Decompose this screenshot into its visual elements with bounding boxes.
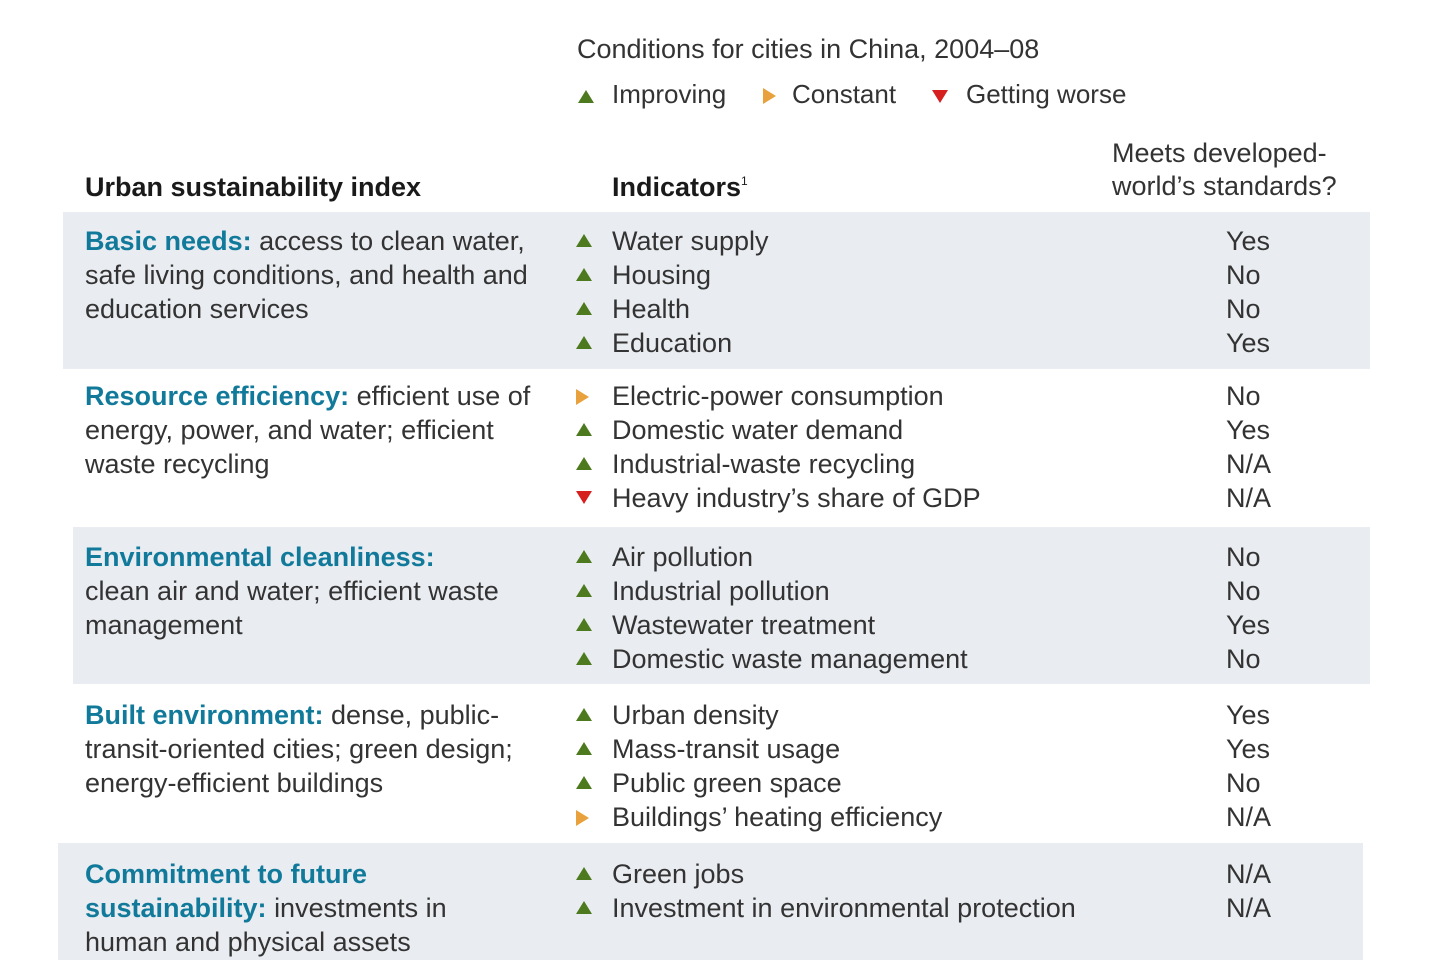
right-triangle-icon <box>576 389 589 405</box>
category-description: clean air and water; efficient waste man… <box>85 576 499 640</box>
column-header-indicators-label: Indicators <box>612 172 742 202</box>
meets-standard-value: No <box>1226 644 1261 674</box>
legend-getting-worse: Getting worse <box>932 79 1126 110</box>
indicator-label: Heavy industry’s share of GDP <box>612 483 981 513</box>
indicator-label: Industrial-waste recycling <box>612 449 916 479</box>
category-title: Environmental cleanliness: <box>85 542 435 572</box>
meets-standard-value: No <box>1226 576 1261 606</box>
indicator-label: Housing <box>612 260 712 290</box>
down-triangle-icon <box>576 491 592 504</box>
meets-standard-value: N/A <box>1226 802 1272 832</box>
indicator-label: Health <box>612 294 691 324</box>
meets-standard-value: No <box>1226 260 1261 290</box>
up-triangle-icon <box>576 776 592 789</box>
indicator-label: Air pollution <box>612 542 754 572</box>
meets-standard-value: N/A <box>1226 449 1272 479</box>
down-triangle-icon <box>932 89 948 103</box>
category-title: Basic needs: <box>85 226 252 256</box>
indicator-label: Water supply <box>612 226 769 256</box>
category-built-environment: Built environment: dense, public-transit… <box>85 698 555 800</box>
up-triangle-icon <box>576 708 592 721</box>
indicator-label: Education <box>612 328 733 358</box>
indicator-label: Domestic water demand <box>612 415 904 445</box>
footnote-marker: 1 <box>741 174 748 188</box>
category-title: Resource efficiency: <box>85 381 350 411</box>
meets-standard-value: Yes <box>1226 700 1271 730</box>
meets-standard-value: Yes <box>1226 415 1271 445</box>
right-triangle-icon <box>576 810 589 826</box>
indicator-label: Investment in environmental protection <box>612 893 1076 923</box>
category-description: access to clean water, safe living condi… <box>85 226 528 324</box>
up-triangle-icon <box>576 901 592 914</box>
legend-constant: Constant <box>763 79 896 110</box>
indicator-label: Electric-power consumption <box>612 381 944 411</box>
meets-standard-value: N/A <box>1226 483 1272 513</box>
meets-standard-value: Yes <box>1226 734 1271 764</box>
category-description: dense, public-transit-oriented cities; g… <box>85 700 513 798</box>
column-header-standards: Meets developed- world’s standards? <box>1112 137 1337 203</box>
indicator-label: Green jobs <box>612 859 745 889</box>
meets-standard-value: No <box>1226 768 1261 798</box>
right-triangle-icon <box>763 88 776 105</box>
legend-improving: Improving <box>578 79 726 110</box>
legend-label: Improving <box>612 79 727 109</box>
meets-standard-value: Yes <box>1226 610 1271 640</box>
meets-standard-value: Yes <box>1226 328 1271 358</box>
up-triangle-icon <box>576 268 592 281</box>
up-triangle-icon <box>576 550 592 563</box>
up-triangle-icon <box>576 302 592 315</box>
legend-label: Getting worse <box>966 79 1127 109</box>
table-title: Conditions for cities in China, 2004–08 <box>577 34 1040 64</box>
indicator-label: Industrial pollution <box>612 576 830 606</box>
meets-standard-value: No <box>1226 542 1261 572</box>
group-band-commitment <box>58 843 1363 960</box>
category-commitment: Commitment to future sustainability: inv… <box>85 857 485 959</box>
indicator-label: Urban density <box>612 700 779 730</box>
category-description: investments in human and physical assets <box>85 893 447 957</box>
indicator-label: Domestic waste management <box>612 644 968 674</box>
column-header-indicators: Indicators1 <box>612 172 748 203</box>
category-description: efficient use of energy, power, and wate… <box>85 381 531 479</box>
up-triangle-icon <box>576 618 592 631</box>
column-header-index: Urban sustainability index <box>85 172 422 202</box>
indicator-label: Public green space <box>612 768 842 798</box>
up-triangle-icon <box>576 584 592 597</box>
up-triangle-icon <box>576 423 592 436</box>
category-resource-efficiency: Resource efficiency: efficient use of en… <box>85 379 565 481</box>
meets-standard-value: No <box>1226 381 1261 411</box>
category-environmental-cleanliness: Environmental cleanliness: clean air and… <box>85 540 565 642</box>
up-triangle-icon <box>576 652 592 665</box>
indicator-label: Mass-transit usage <box>612 734 841 764</box>
up-triangle-icon <box>578 89 594 103</box>
up-triangle-icon <box>576 336 592 349</box>
up-triangle-icon <box>576 234 592 247</box>
category-basic-needs: Basic needs: access to clean water, safe… <box>85 224 565 326</box>
category-title: Built environment: <box>85 700 324 730</box>
indicator-label: Buildings’ heating efficiency <box>612 802 943 832</box>
column-header-standards-line1: Meets developed- <box>1112 138 1327 168</box>
meets-standard-value: No <box>1226 294 1261 324</box>
column-header-standards-line2: world’s standards? <box>1112 171 1337 201</box>
group-band-environmental-cleanliness <box>73 527 1370 684</box>
legend-label: Constant <box>792 79 897 109</box>
up-triangle-icon <box>576 457 592 470</box>
up-triangle-icon <box>576 742 592 755</box>
category-title: Commitment to future sustainability: <box>85 859 367 923</box>
indicator-label: Wastewater treatment <box>612 610 876 640</box>
group-band-basic-needs <box>63 212 1370 369</box>
meets-standard-value: N/A <box>1226 859 1272 889</box>
meets-standard-value: N/A <box>1226 893 1272 923</box>
meets-standard-value: Yes <box>1226 226 1271 256</box>
up-triangle-icon <box>576 867 592 880</box>
